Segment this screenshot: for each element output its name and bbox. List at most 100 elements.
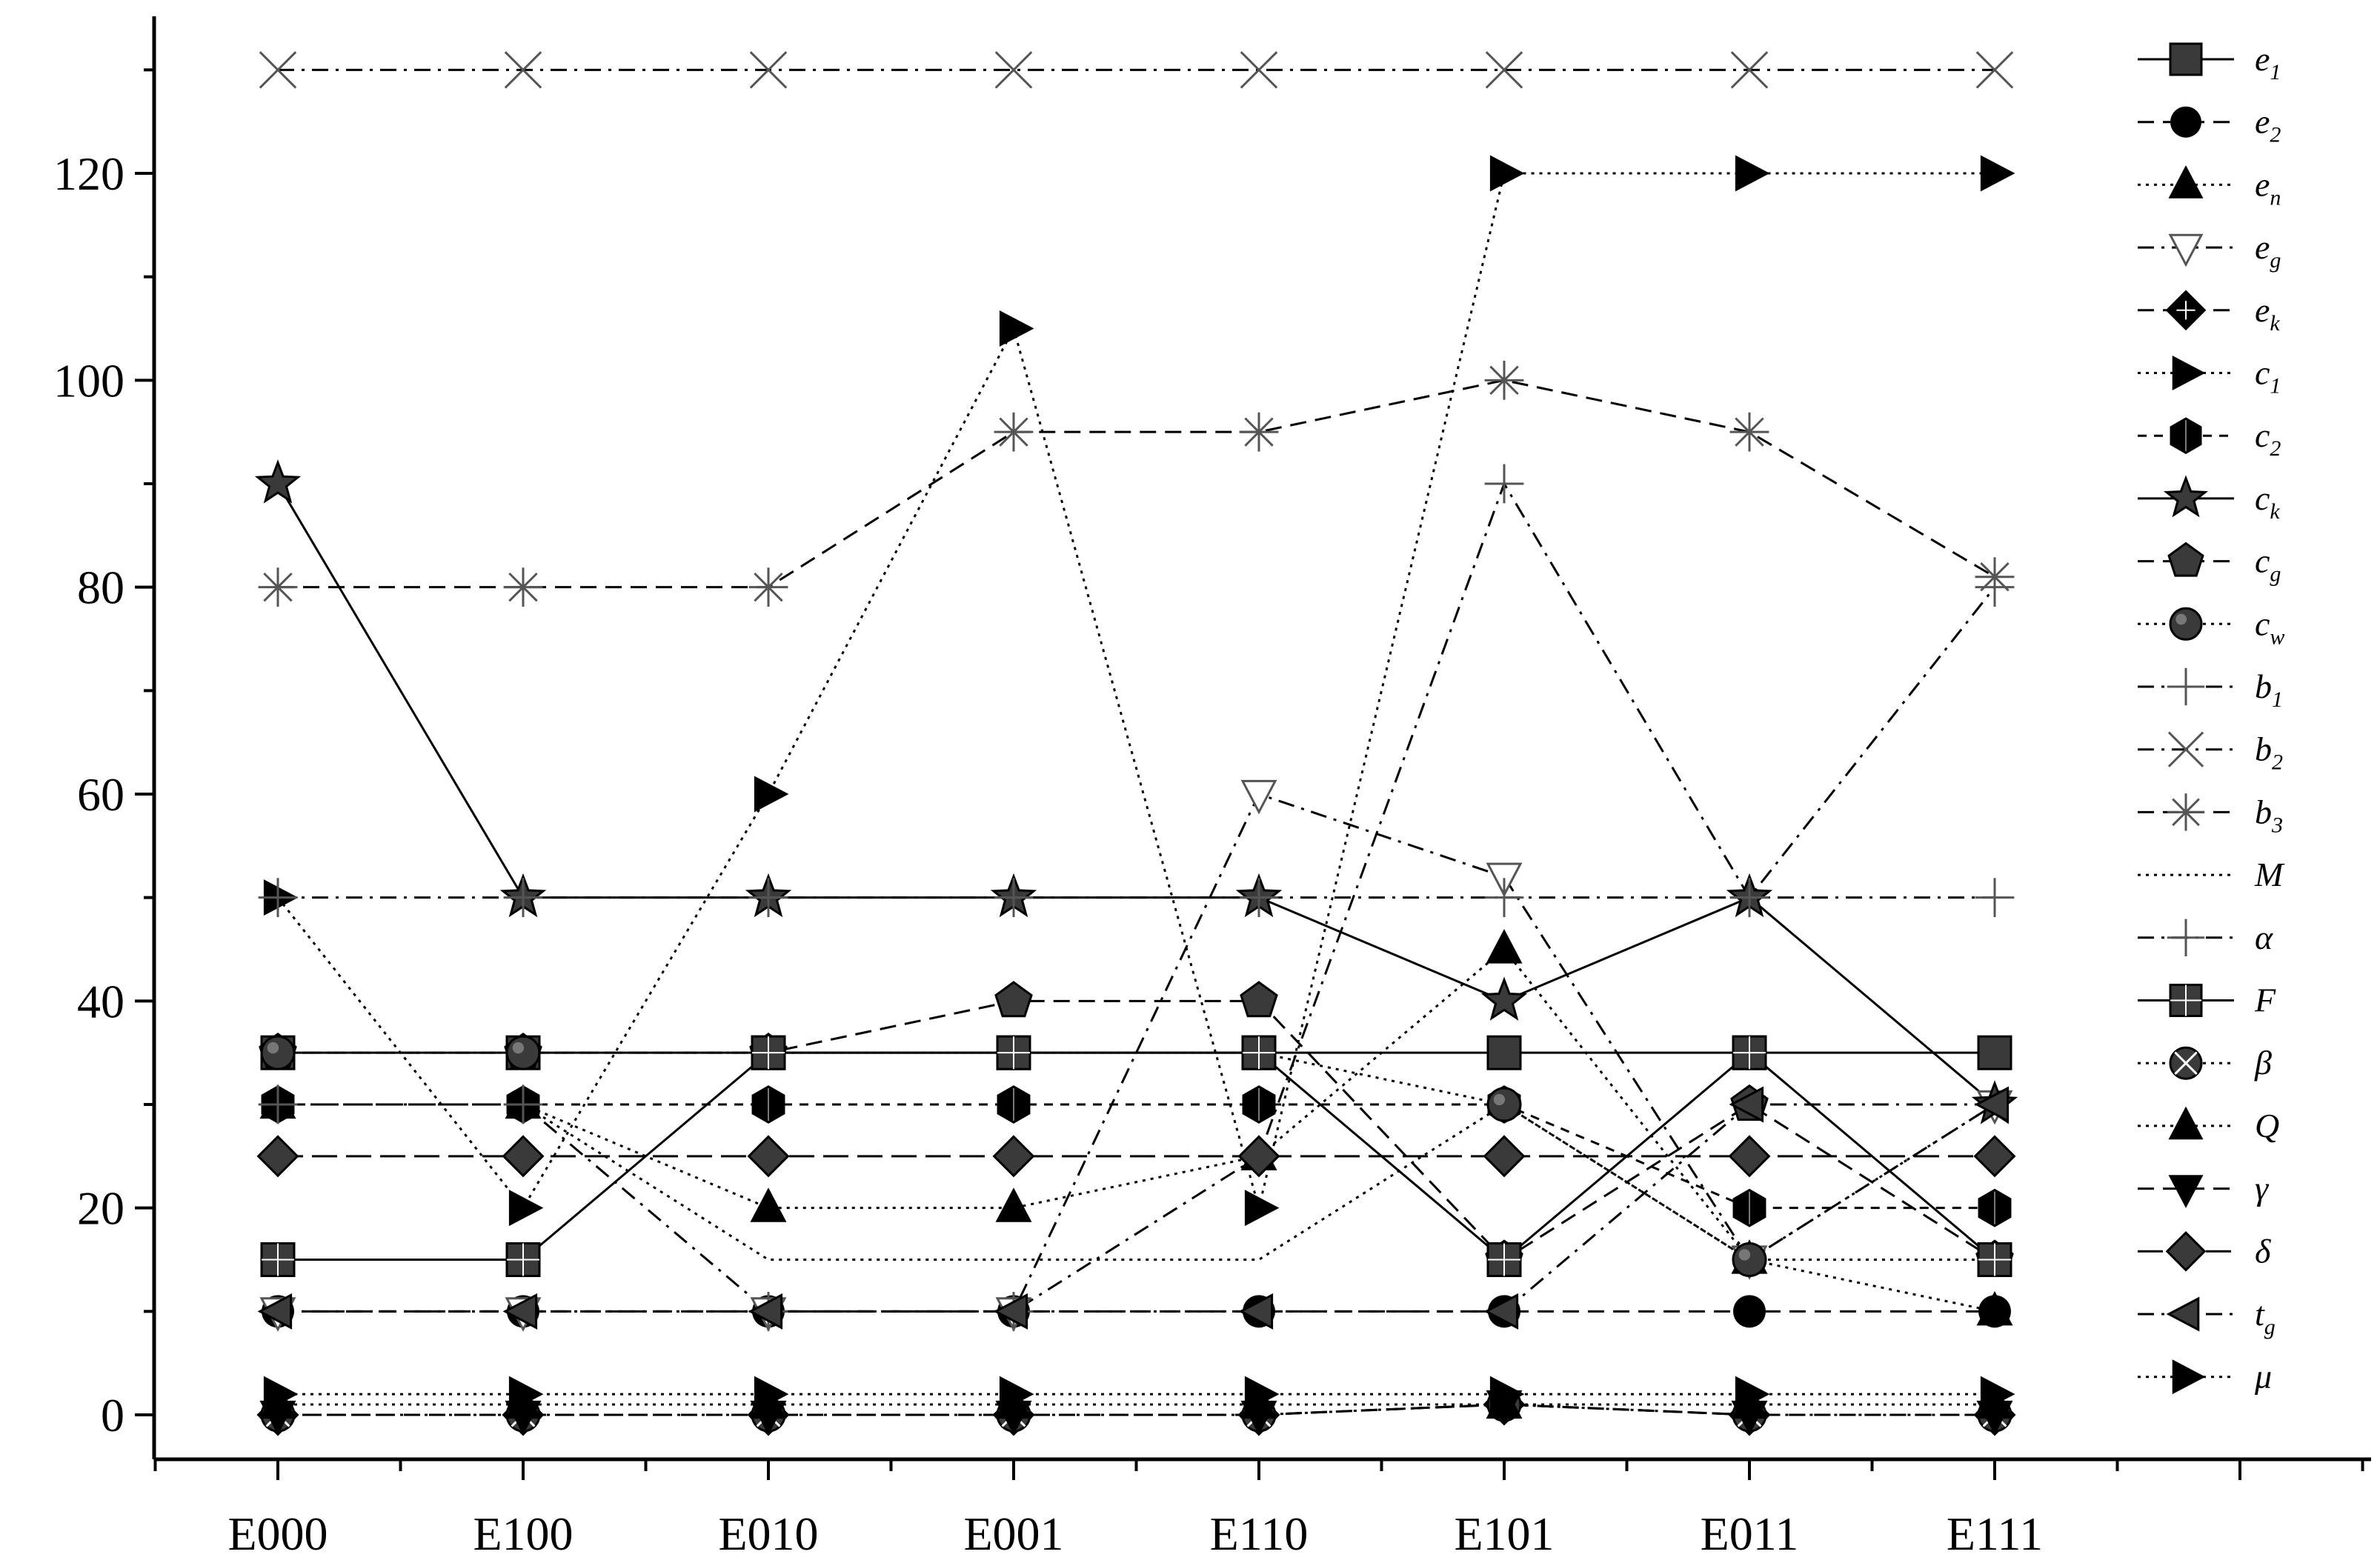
legend-label-e2: e2 [2255, 103, 2281, 147]
point-tg-E000 [257, 1293, 293, 1330]
legend-item-cg: cg [2138, 541, 2281, 587]
legend-item-eg: eg [2138, 228, 2281, 273]
point-alpha-E100 [503, 878, 543, 918]
legend-marker-b2 [2167, 731, 2204, 767]
legend-label-gamma: γ [2255, 1170, 2270, 1207]
series-line-tg [278, 1103, 1995, 1313]
point-b2-E110 [1240, 51, 1278, 89]
point-delta-E111 [1973, 1135, 2016, 1178]
point-delta-E011 [1728, 1135, 1771, 1178]
y-tick-label: 40 [77, 975, 124, 1027]
point-b3-E100 [503, 567, 543, 607]
point-b3-E000 [258, 567, 298, 607]
legend-marker-e2 [2170, 106, 2201, 138]
series-line-en [278, 947, 1995, 1313]
legend-item-e1: e1 [2138, 40, 2281, 84]
point-alpha-E111 [1975, 878, 2015, 918]
point-b2-E010 [749, 51, 788, 89]
legend-marker-tg [2166, 1296, 2200, 1332]
legend-label-e1: e1 [2255, 40, 2281, 84]
legend-marker-beta [2169, 1046, 2203, 1080]
point-b1-E100 [503, 1084, 543, 1124]
legend-label-ck: ck [2255, 479, 2280, 524]
point-b2-E100 [504, 51, 542, 89]
point-mu-E001 [999, 1376, 1034, 1413]
point-c1-E100 [508, 1190, 544, 1227]
series-lines [276, 68, 1996, 1416]
series-line-gamma [278, 1403, 1995, 1416]
legend-label-mu: μ [2254, 1358, 2272, 1396]
point-c1-E010 [754, 776, 789, 813]
legend-item-Q: Q [2138, 1106, 2279, 1144]
point-c2-E011 [1732, 1188, 1766, 1227]
legend-label-alpha: α [2255, 919, 2273, 956]
point-alpha-E010 [748, 878, 788, 918]
point-c1-E110 [1244, 1190, 1280, 1227]
point-cg-E001 [994, 981, 1033, 1018]
legend-label-ek: ek [2255, 291, 2280, 336]
point-b2-E011 [1730, 51, 1769, 89]
legend-label-c2: c2 [2255, 416, 2281, 461]
point-delta-E010 [747, 1135, 790, 1178]
point-c2-E110 [1242, 1085, 1276, 1124]
legend-item-F: F [2138, 982, 2276, 1019]
point-b2-E111 [1975, 51, 2014, 89]
legend-label-cw: cw [2255, 604, 2284, 649]
point-mu-E110 [1244, 1376, 1280, 1413]
legend-item-gamma: γ [2138, 1170, 2270, 1208]
point-tg-E010 [748, 1293, 783, 1330]
point-c1-E111 [1980, 155, 2015, 192]
point-mu-E111 [1980, 1376, 2015, 1413]
legend-item-mu: μ [2138, 1358, 2272, 1396]
point-cw-E101 [1486, 1087, 1522, 1122]
x-tick-label: E101 [1454, 1507, 1554, 1560]
point-F-E001 [996, 1035, 1031, 1070]
point-F-E100 [505, 1242, 541, 1277]
legend-marker-ek [2165, 290, 2207, 331]
point-F-E101 [1486, 1242, 1522, 1277]
legend-marker-delta [2165, 1230, 2207, 1272]
point-b2-E000 [259, 51, 297, 89]
point-delta-E110 [1237, 1135, 1280, 1178]
legend-item-tg: tg [2138, 1295, 2276, 1339]
legend-label-Q: Q [2255, 1107, 2279, 1144]
point-delta-E101 [1483, 1135, 1526, 1178]
x-tick-label: E100 [473, 1507, 573, 1560]
series-line-b3 [278, 379, 1995, 589]
series-line-F [278, 1051, 1995, 1262]
legend-item-b1: b1 [2138, 667, 2283, 712]
y-tick-label: 0 [101, 1389, 124, 1442]
point-delta-E001 [992, 1135, 1035, 1178]
point-delta-E000 [256, 1135, 299, 1178]
legend-item-e2: e2 [2138, 103, 2281, 147]
legend-marker-c2 [2170, 417, 2202, 455]
legend-item-cw: cw [2138, 604, 2284, 649]
x-tick-label: E011 [1701, 1507, 1799, 1560]
legend-label-delta: δ [2255, 1232, 2271, 1270]
point-F-E110 [1241, 1035, 1277, 1070]
legend-item-b3: b3 [2138, 793, 2283, 837]
point-tg-E100 [502, 1293, 538, 1330]
point-mu-E101 [1489, 1376, 1525, 1413]
legend-label-b3: b3 [2255, 793, 2283, 837]
point-b3-E010 [748, 567, 788, 607]
point-c1-E011 [1735, 155, 1770, 192]
point-b3-E110 [1239, 412, 1279, 452]
legend-marker-eg [2168, 233, 2204, 267]
point-tg-E111 [1974, 1086, 2010, 1123]
series-line-c1 [276, 172, 1995, 1210]
point-e1-E111 [1977, 1035, 2012, 1070]
point-c1-E101 [1489, 155, 1525, 192]
legend-marker-Q [2168, 1106, 2204, 1140]
point-tg-E001 [993, 1293, 1028, 1330]
point-en-E101 [1486, 929, 1523, 964]
legend-marker-c1 [2172, 356, 2206, 390]
point-F-E111 [1977, 1242, 2012, 1277]
x-tick-label: E001 [963, 1507, 1063, 1560]
legend-item-ek: ek [2138, 290, 2280, 336]
point-b3-E111 [1975, 557, 2015, 597]
y-tick-label: 80 [77, 561, 124, 614]
point-mu-E010 [754, 1376, 789, 1413]
